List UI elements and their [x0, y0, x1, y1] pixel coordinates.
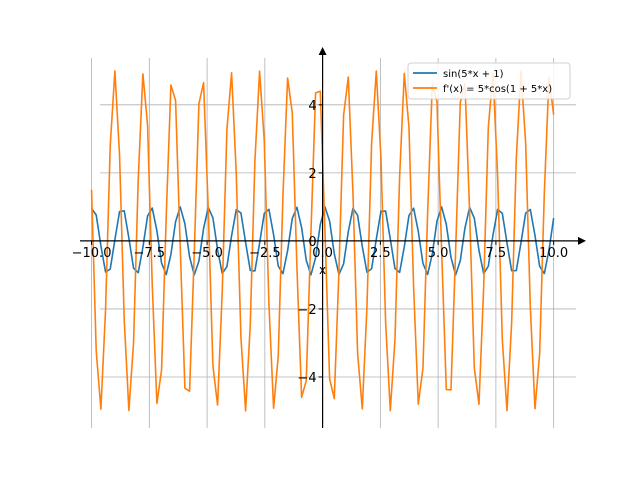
x-tick-label: −2.5 — [249, 246, 281, 261]
legend-label-0: sin(5*x + 1) — [443, 69, 504, 80]
x-tick-label: 0.0 — [312, 246, 333, 261]
x-tick-label: 2.5 — [370, 246, 391, 261]
legend-box — [407, 62, 571, 100]
y-tick-label: −4 — [297, 371, 316, 386]
x-tick-label: −7.5 — [134, 246, 166, 261]
x-tick-label: −10.0 — [72, 246, 112, 261]
x-tick-label: 7.5 — [486, 246, 507, 261]
x-tick-label: 10.0 — [539, 246, 568, 261]
legend-label-1: f'(x) = 5*cos(1 + 5*x) — [443, 84, 552, 95]
y-tick-label: −2 — [297, 303, 316, 318]
y-axis-arrow-icon — [318, 47, 327, 55]
x-axis-label: x — [319, 263, 326, 277]
y-tick-label: 2 — [308, 167, 316, 182]
x-axis-arrow-icon — [578, 236, 586, 245]
tick-labels: −10.0 −7.5 −5.0 −2.5 0.0 2.5 5.0 7.5 10.0 −4 −2 0 2 4 — [72, 99, 568, 386]
y-tick-label: 0 — [308, 235, 316, 250]
legend: sin(5*x + 1) f'(x) = 5*cos(1 + 5*x) — [407, 62, 571, 100]
x-tick-label: −5.0 — [191, 246, 223, 261]
x-tick-label: 5.0 — [428, 246, 449, 261]
y-tick-label: 4 — [308, 99, 316, 114]
